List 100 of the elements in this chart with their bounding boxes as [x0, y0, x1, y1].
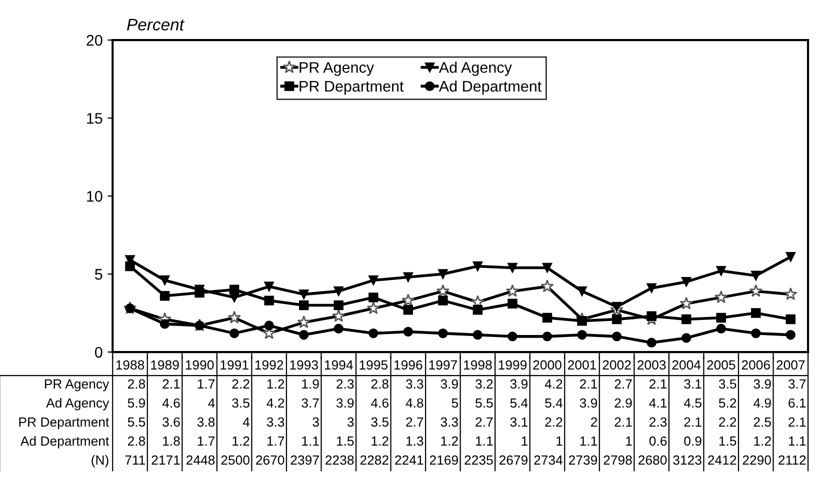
data-label: 2.1 [650, 379, 667, 389]
y-tick-label: 0 [94, 346, 102, 358]
data-label: 3.6 [162, 417, 180, 427]
x-tick-label: 1996 [394, 360, 422, 370]
data-label: 2.8 [371, 379, 388, 389]
text: 2171 [152, 455, 180, 465]
text: 711 [125, 456, 146, 465]
data-label: 2.1 [684, 417, 702, 427]
point [438, 269, 448, 279]
data-label: 3.1 [684, 379, 702, 389]
data-label: 4.5 [684, 398, 702, 408]
point [751, 308, 761, 318]
data-label: 6.1 [788, 398, 806, 408]
data-label: 2.2 [232, 379, 250, 389]
data-label: 3.5 [371, 417, 388, 427]
data-label: 4.2 [544, 379, 562, 389]
point [368, 328, 378, 338]
point [542, 332, 552, 342]
data-label: 2.8 [128, 379, 146, 389]
data-label: 3.7 [788, 379, 806, 389]
point [334, 286, 344, 296]
point [786, 252, 796, 262]
data-label: 2.1 [580, 379, 598, 389]
data-label: 1.9 [302, 379, 319, 389]
data-label: 1.2 [441, 436, 458, 446]
point [229, 284, 240, 294]
data-label: 3.9 [754, 379, 771, 389]
point [264, 296, 274, 306]
data-label: 1.2 [372, 436, 388, 446]
point [472, 305, 483, 315]
data-label: 1 [522, 436, 528, 446]
x-tick-label: 2000 [533, 360, 562, 370]
data-label: 5 [452, 398, 458, 408]
point [508, 332, 518, 342]
text: 2235 [464, 455, 493, 465]
data-label: 3.3 [406, 379, 424, 389]
data-label: 2.8 [128, 436, 146, 446]
data-label: 4.1 [649, 398, 667, 408]
point [577, 286, 587, 296]
data-label: 5.2 [718, 398, 736, 408]
text: 2798 [604, 455, 632, 465]
point [751, 270, 761, 280]
data-label: 3.5 [232, 398, 250, 408]
point [577, 316, 587, 326]
point [646, 338, 656, 348]
data-label: 1.1 [580, 436, 598, 446]
point [368, 292, 378, 302]
data-label: 2.2 [719, 417, 736, 427]
text: 2670 [256, 455, 284, 465]
point [368, 275, 378, 286]
data-label: 1.2 [232, 436, 250, 446]
x-tick-label: 1989 [151, 360, 179, 370]
point [542, 312, 552, 323]
data-label: 1.1 [302, 436, 319, 446]
data-label: 4.9 [753, 398, 771, 408]
x-tick-label: 1997 [429, 360, 457, 370]
y-tick-label: 5 [95, 269, 102, 280]
point [298, 300, 309, 310]
point [508, 298, 518, 309]
data-label: 5.4 [545, 398, 563, 408]
data-label: 2.1 [614, 417, 632, 427]
y-tick-label: 20 [86, 34, 102, 46]
data-label: 2.9 [614, 398, 632, 408]
point [403, 326, 414, 337]
text: 2290 [742, 455, 772, 465]
data-label: 1 [626, 436, 632, 446]
data-label: 2.3 [650, 417, 667, 427]
data-label: 2.7 [406, 417, 424, 427]
point [229, 328, 240, 338]
data-label: 2.2 [545, 417, 562, 427]
text: 2241 [395, 455, 424, 465]
data-label: 3.8 [197, 417, 215, 427]
point [786, 330, 796, 340]
data-label: 3.9 [440, 379, 458, 389]
text: 2500 [221, 455, 250, 465]
point [786, 314, 796, 324]
data-label: 0.9 [684, 436, 702, 446]
x-tick-label: 1991 [220, 360, 248, 370]
data-label: 3.5 [718, 379, 736, 389]
data-label: 1.5 [719, 436, 736, 446]
data-label: 2.7 [476, 417, 493, 427]
data-label: 1.7 [267, 436, 284, 446]
data-label: 1.1 [476, 436, 493, 446]
x-tick-label: 2002 [602, 360, 631, 370]
text: 2282 [360, 455, 388, 465]
point [403, 272, 414, 282]
x-tick-label: 1998 [464, 360, 492, 370]
x-tick-label: 2005 [707, 360, 736, 370]
x-tick-label: 1993 [290, 360, 318, 370]
x-tick-label: 1988 [116, 360, 144, 370]
point [334, 324, 344, 334]
text: 2112 [778, 455, 806, 465]
x-tick-label: 1999 [498, 360, 527, 370]
y-tick-label: 15 [87, 113, 102, 124]
data-label: 4.8 [406, 398, 424, 408]
point [612, 332, 622, 342]
point [438, 328, 448, 338]
data-label: 3.9 [336, 398, 354, 408]
data-label: 1.5 [336, 436, 354, 446]
data-label: 3 [347, 417, 354, 427]
